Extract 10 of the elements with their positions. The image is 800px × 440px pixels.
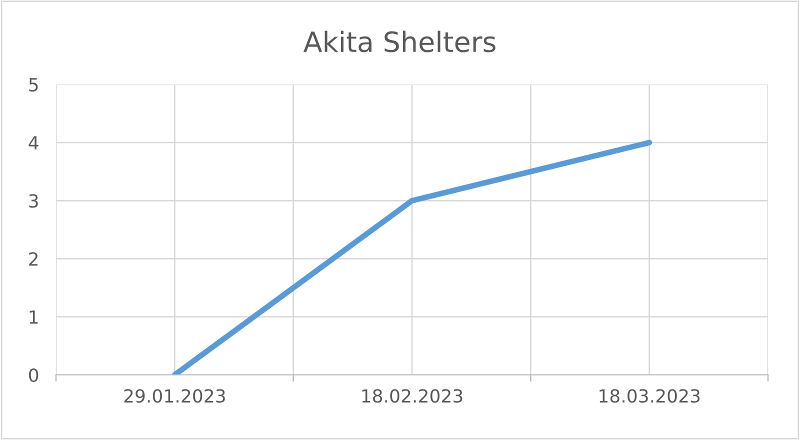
y-tick-label: 0 xyxy=(29,368,38,382)
x-tick-label: 18.03.2023 xyxy=(600,389,700,403)
y-tick-label: 3 xyxy=(29,194,38,208)
y-tick-label: 2 xyxy=(29,252,38,266)
chart-title: Akita Shelters xyxy=(303,30,496,52)
x-tick-label: 29.01.2023 xyxy=(124,389,225,403)
x-tick-label: 18.02.2023 xyxy=(362,389,462,403)
y-tick-label: 5 xyxy=(29,78,38,92)
y-tick-label: 4 xyxy=(28,136,38,150)
y-tick-label: 1 xyxy=(30,310,38,324)
